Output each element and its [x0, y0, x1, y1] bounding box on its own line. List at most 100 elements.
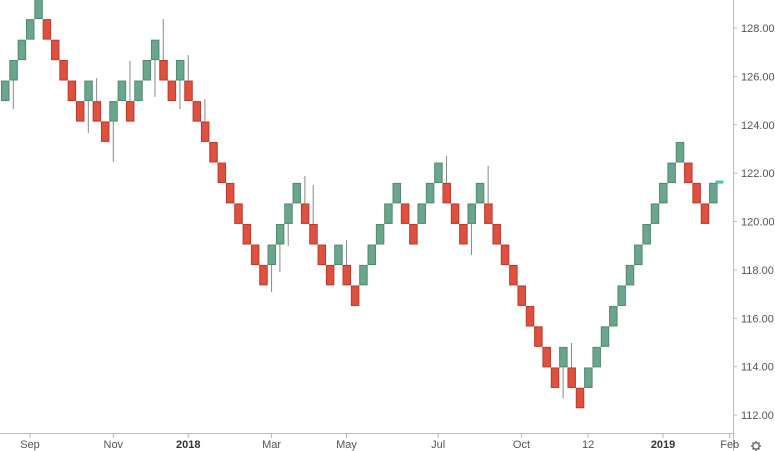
brick-up: [267, 244, 277, 266]
brick-down: [209, 142, 218, 163]
brick-up: [434, 162, 443, 184]
brick-up: [559, 346, 568, 368]
brick-down: [217, 162, 227, 184]
y-tick-label: 122.00: [741, 168, 775, 180]
brick-down: [684, 162, 693, 184]
x-tick-label: Mar: [262, 439, 281, 451]
brick-up: [150, 39, 160, 61]
brick-down: [50, 39, 60, 61]
brick-up: [284, 203, 293, 224]
brick-up: [175, 60, 185, 81]
brick-down: [59, 60, 68, 81]
brick-down: [509, 264, 518, 286]
brick-down: [225, 182, 235, 204]
brick-down: [100, 121, 110, 142]
brick-down: [259, 264, 268, 286]
brick-up: [25, 19, 35, 40]
brick-up: [142, 60, 152, 81]
y-tick-label: 128.00: [741, 23, 775, 35]
brick-up: [584, 367, 593, 388]
brick-up: [600, 326, 610, 347]
brick-up: [650, 203, 660, 224]
brick-up: [384, 203, 393, 224]
brick-up: [84, 80, 93, 102]
x-tick-label: 2018: [176, 439, 200, 451]
brick-down: [200, 121, 210, 142]
brick-down: [92, 101, 102, 122]
y-tick-label: 112.00: [741, 410, 774, 422]
x-tick-label: 2019: [651, 439, 675, 451]
x-tick-label: Jul: [431, 439, 445, 451]
brick-down: [450, 203, 460, 224]
brick-down: [167, 80, 177, 102]
current-price-marker: [715, 180, 724, 184]
brick-down: [700, 203, 710, 224]
brick-down: [309, 224, 318, 245]
x-tick-label: 12: [582, 439, 594, 451]
x-tick-label: Sep: [20, 439, 40, 451]
brick-down: [567, 367, 576, 388]
y-tick-label: 124.00: [741, 120, 775, 132]
brick-down: [342, 264, 352, 286]
brick-up: [375, 224, 385, 245]
brick-up: [659, 182, 668, 204]
y-tick-label: 114.00: [741, 362, 774, 374]
brick-up: [359, 264, 368, 286]
brick-up: [1, 80, 10, 102]
brick-up: [117, 80, 127, 102]
brick-up: [609, 306, 618, 327]
brick-down: [575, 387, 585, 409]
brick-up: [17, 39, 27, 61]
brick-up: [367, 244, 377, 266]
brick-up: [592, 346, 601, 368]
brick-up: [392, 182, 402, 204]
brick-down: [442, 182, 451, 204]
brick-up: [709, 182, 718, 204]
x-tick-label: May: [336, 439, 357, 451]
brick-down: [400, 203, 410, 224]
brick-down: [517, 285, 526, 306]
x-tick-label: Nov: [104, 439, 124, 451]
brick-down: [192, 101, 202, 122]
brick-up: [34, 0, 43, 20]
y-axis[interactable]: 112.00 114.00 116.00 118.00 120.00 122.00 124.…: [733, 23, 775, 422]
gear-icon[interactable]: [751, 441, 761, 451]
brick-up: [292, 182, 302, 204]
brick-up: [667, 162, 676, 184]
brick-up: [134, 80, 143, 102]
brick-down: [75, 101, 85, 122]
brick-down: [542, 346, 551, 368]
brick-down: [409, 224, 418, 245]
brick-up: [617, 285, 626, 306]
brick-down: [534, 326, 543, 347]
brick-down: [250, 244, 260, 266]
y-tick-label: 116.00: [741, 313, 774, 325]
y-tick-label: 118.00: [741, 265, 774, 277]
brick-up: [475, 182, 485, 204]
brick-down: [692, 182, 701, 204]
brick-down: [484, 203, 493, 224]
brick-down: [125, 101, 135, 122]
brick-layer: [1, 0, 724, 409]
brick-up: [275, 224, 285, 245]
brick-up: [334, 244, 343, 266]
brick-up: [467, 203, 476, 224]
brick-down: [184, 80, 193, 102]
x-tick-label: Feb: [720, 439, 739, 451]
x-axis[interactable]: Sep Nov 2018 Mar May Jul Oct 12 2019 Feb: [20, 434, 739, 451]
brick-down: [459, 224, 468, 245]
brick-up: [634, 244, 643, 266]
brick-down: [325, 264, 335, 286]
y-tick-label: 120.00: [741, 217, 775, 229]
brick-up: [9, 60, 18, 81]
brick-down: [242, 224, 252, 245]
brick-up: [417, 203, 426, 224]
brick-down: [492, 224, 501, 245]
brick-down: [42, 19, 52, 40]
brick-down: [67, 80, 77, 102]
brick-up: [642, 224, 651, 245]
brick-down: [350, 285, 360, 306]
brick-down: [300, 203, 310, 224]
brick-up: [425, 182, 435, 204]
